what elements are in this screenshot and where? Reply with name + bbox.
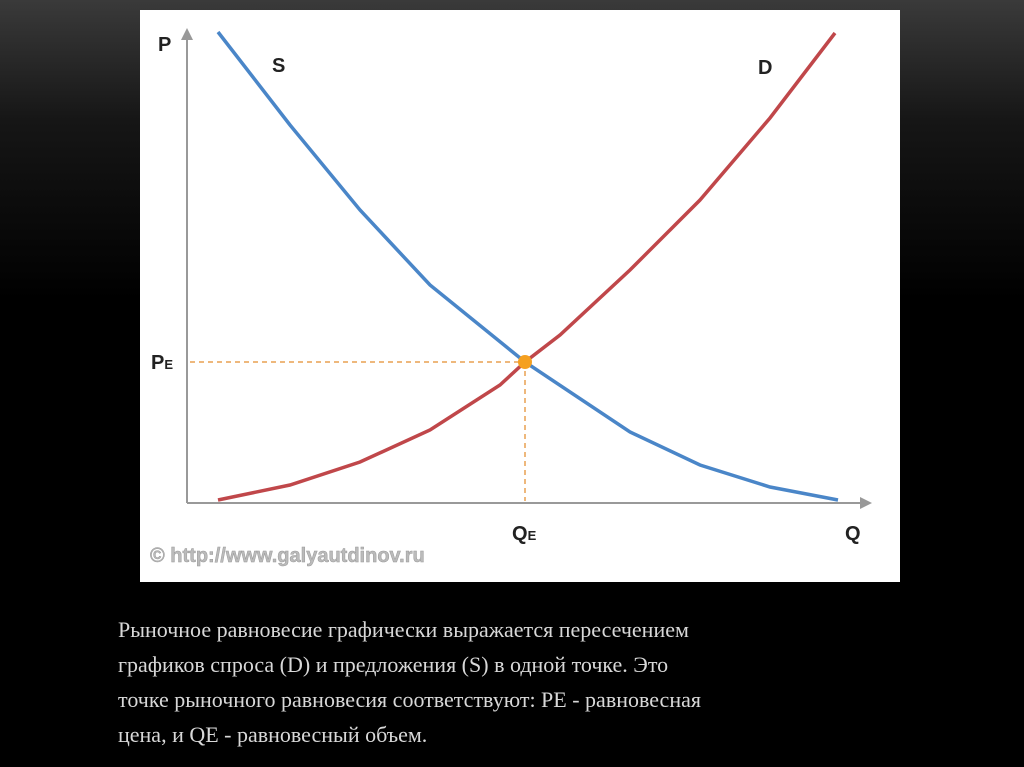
pe-sub: E bbox=[164, 357, 173, 372]
curve-label-d: D bbox=[758, 57, 772, 79]
qe-label: QE bbox=[512, 523, 537, 545]
pe-label: PE bbox=[151, 352, 173, 374]
curve-label-s: S bbox=[272, 55, 285, 77]
caption: Рыночное равновесие графически выражаетс… bbox=[118, 612, 918, 752]
qe-sub: E bbox=[528, 528, 537, 543]
caption-line: точке рыночного равновесия соответствуют… bbox=[118, 687, 701, 712]
equilibrium-point bbox=[518, 355, 532, 369]
y-axis-arrow bbox=[181, 28, 193, 40]
pe-main: P bbox=[151, 352, 164, 374]
caption-line: Рыночное равновесие графически выражаетс… bbox=[118, 617, 689, 642]
watermark: © http://www.galyautdinov.ru bbox=[150, 545, 425, 567]
qe-main: Q bbox=[512, 523, 528, 545]
x-axis-arrow bbox=[860, 497, 872, 509]
caption-line: цена, и QE - равновесный объем. bbox=[118, 722, 428, 747]
axis-label-p: P bbox=[158, 34, 171, 56]
diagram: P Q S D PE QE © http://www.galyautdinov.… bbox=[149, 28, 872, 568]
caption-line: графиков спроса (D) и предложения (S) в … bbox=[118, 652, 669, 677]
axis-label-q: Q bbox=[845, 523, 861, 545]
